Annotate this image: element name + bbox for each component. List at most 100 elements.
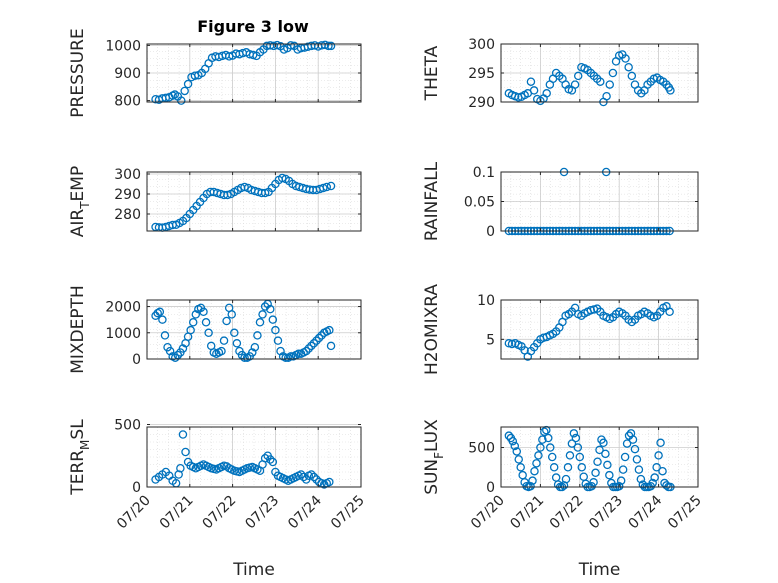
data-point <box>636 474 646 484</box>
data-point <box>599 438 608 448</box>
data-point <box>565 451 575 460</box>
data-point <box>155 307 165 317</box>
data-point <box>176 96 186 105</box>
data-point <box>596 77 605 86</box>
x-axis-label: Time <box>578 560 621 580</box>
y-tick-label: 280 <box>114 207 141 223</box>
data-point <box>602 91 611 101</box>
data-point <box>528 476 537 485</box>
data-point <box>624 62 633 72</box>
data-point <box>608 68 618 78</box>
y-axis-label-main: H2OMIXRA <box>422 284 442 375</box>
data-point <box>561 474 571 484</box>
data-point <box>312 336 321 345</box>
data-point <box>547 452 557 462</box>
data-point <box>158 315 167 324</box>
y-tick-label: 0 <box>486 224 495 240</box>
data-point <box>529 86 539 95</box>
x-tick-label: 07/23 <box>242 493 282 533</box>
x-tick-label: 07/25 <box>665 493 705 533</box>
y-tick-label: 290 <box>114 187 141 203</box>
x-tick-label: 07/21 <box>507 493 547 533</box>
data-point <box>595 445 604 455</box>
y-tick-label: 1000 <box>105 326 141 342</box>
data-point <box>309 339 319 348</box>
data-point <box>186 325 195 335</box>
y-tick-label: 1000 <box>105 38 141 54</box>
y-tick-label: 5 <box>486 332 495 348</box>
axes-box <box>146 299 362 360</box>
data-point <box>253 331 262 340</box>
data-point <box>546 443 555 452</box>
y-tick-label: 300 <box>468 37 495 53</box>
subplot-6: 5 10 H2OMIXRA <box>422 284 699 375</box>
data-point <box>258 310 267 319</box>
y-tick-label: 10 <box>477 293 495 309</box>
data-point <box>273 336 283 345</box>
data-point <box>255 318 265 327</box>
y-axis-label-main: SUN <box>422 459 442 495</box>
data-point <box>268 315 278 324</box>
data-point <box>240 182 249 192</box>
data-point <box>319 183 328 193</box>
data-point <box>307 470 316 479</box>
data-point <box>271 325 280 335</box>
data-point <box>277 173 287 183</box>
y-axis-label-subscript: F <box>432 452 446 459</box>
data-point <box>180 86 189 96</box>
x-tick-label: 07/25 <box>328 493 368 533</box>
data-point <box>628 435 638 444</box>
data-point <box>538 435 547 444</box>
x-axis-label: Time <box>232 560 275 580</box>
data-point <box>665 307 674 317</box>
data-point <box>532 459 541 468</box>
data-point <box>201 318 211 327</box>
data-point <box>603 460 612 470</box>
data-point <box>616 476 626 485</box>
data-point <box>658 466 667 476</box>
y-tick-label: 295 <box>468 66 495 82</box>
y-axis-label: SUNFLUX <box>422 419 446 495</box>
data-point <box>230 328 239 338</box>
data-point <box>544 433 553 443</box>
data-point <box>314 333 324 343</box>
data-point <box>190 71 200 81</box>
y-axis-label-subscript: M <box>78 440 92 450</box>
data-point <box>573 71 583 81</box>
data-point <box>570 80 580 89</box>
data-point <box>224 52 234 61</box>
data-point <box>176 463 185 473</box>
data-point <box>530 466 539 476</box>
data-point <box>248 50 258 60</box>
x-tick-label: 07/20 <box>468 493 508 533</box>
y-axis-label-main: MIXDEPTH <box>68 285 88 374</box>
y-tick-label: 900 <box>114 66 141 82</box>
data-point <box>632 455 642 464</box>
data-point <box>299 472 308 482</box>
x-tick-label: 07/22 <box>547 493 587 533</box>
data-point <box>170 353 180 362</box>
data-point <box>662 481 671 490</box>
data-point <box>260 302 270 311</box>
data-point <box>248 348 257 357</box>
data-point <box>516 463 525 472</box>
y-axis-label-main: THETA <box>422 45 442 101</box>
data-point <box>589 478 598 487</box>
data-point <box>620 452 630 462</box>
subplot-2: 290 295 300 THETA <box>422 37 699 111</box>
data-point <box>656 438 665 448</box>
subplot-4: 0 0.05 0.1 RAINFALL <box>422 161 699 241</box>
subplot-1: 800 900 1000 PRESSURE <box>68 28 362 118</box>
y-tick-label: 500 <box>114 418 141 434</box>
data-point <box>160 331 170 340</box>
data-point <box>268 457 278 467</box>
data-point <box>621 54 630 63</box>
data-point <box>301 346 311 356</box>
y-axis-label: RAINFALL <box>422 161 442 241</box>
x-tick-label: 07/22 <box>200 493 240 533</box>
y-axis-label-rest: EMP <box>68 166 88 202</box>
y-axis-label: H2OMIXRA <box>422 284 442 375</box>
data-point <box>286 352 296 361</box>
data-point <box>178 430 188 439</box>
